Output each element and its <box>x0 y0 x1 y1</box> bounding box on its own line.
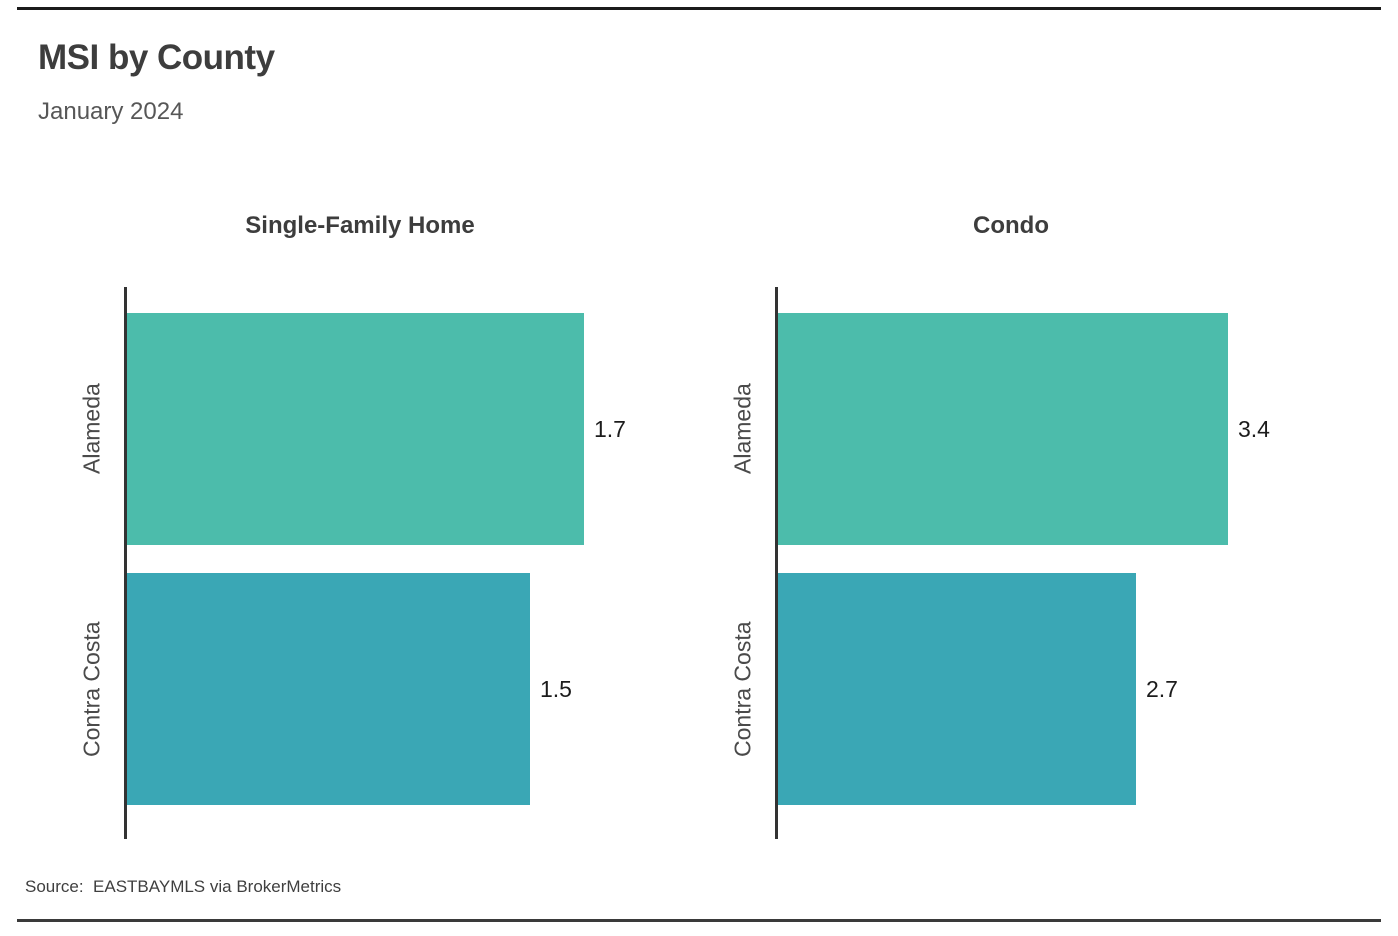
y-axis-label-contra-costa: Contra Costa <box>78 621 105 757</box>
facet-title-condo: Condo <box>973 212 1049 239</box>
y-axis-line <box>124 287 127 839</box>
page-subtitle: January 2024 <box>38 98 184 125</box>
bar-value-label-contra-costa: 1.5 <box>540 676 572 702</box>
page-title: MSI by County <box>38 38 275 77</box>
bar-alameda <box>127 313 584 545</box>
y-axis-label-alameda: Alameda <box>729 383 756 475</box>
bar-value-label-contra-costa: 2.7 <box>1146 676 1178 702</box>
bar-value-label-alameda: 3.4 <box>1238 416 1270 442</box>
y-axis-line <box>775 287 778 839</box>
facet-title-single-family-home: Single-Family Home <box>245 212 475 239</box>
y-axis-label-alameda: Alameda <box>78 383 105 475</box>
bottom-rule <box>17 919 1381 922</box>
top-rule <box>17 7 1381 10</box>
plot-area-single-family-home: Alameda 1.7 Contra Costa 1.5 <box>79 287 626 839</box>
bar-contra-costa <box>778 573 1136 805</box>
bar-contra-costa <box>127 573 530 805</box>
bar-alameda <box>778 313 1228 545</box>
plot-area-condo: Alameda 3.4 Contra Costa 2.7 <box>730 287 1277 839</box>
bar-value-label-alameda: 1.7 <box>594 416 626 442</box>
facet-panel-condo: Condo Alameda 3.4 Contra Costa 2.7 <box>711 200 1311 860</box>
facet-panel-single-family-home: Single-Family Home Alameda 1.7 Contra Co… <box>60 200 660 860</box>
source-note: Source: EASTBAYMLS via BrokerMetrics <box>25 877 342 896</box>
y-axis-label-contra-costa: Contra Costa <box>729 621 756 757</box>
